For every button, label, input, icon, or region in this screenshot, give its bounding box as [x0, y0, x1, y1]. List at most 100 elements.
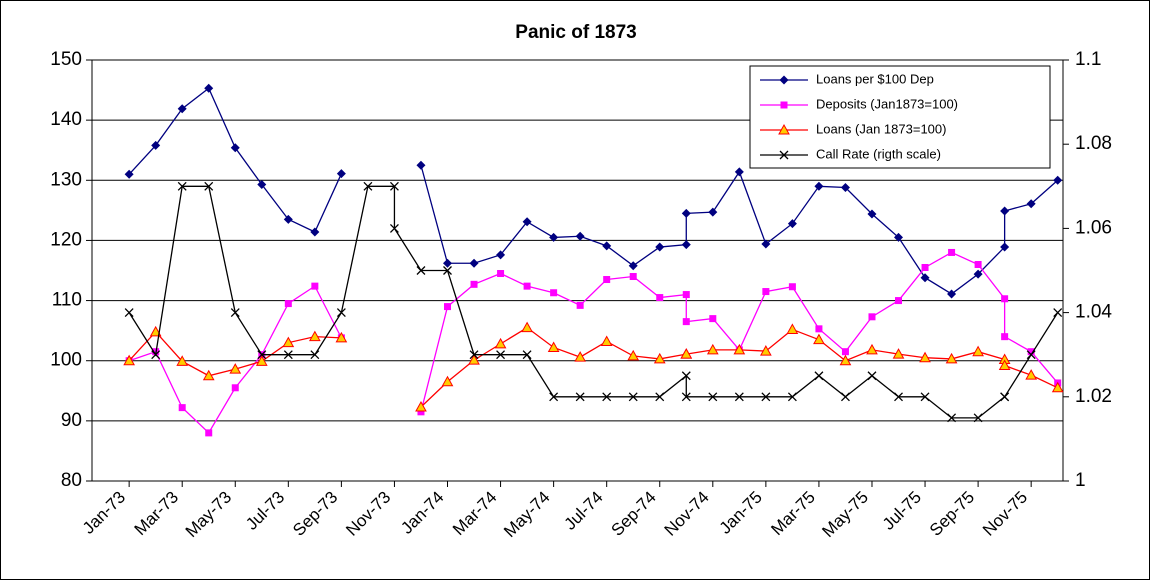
point	[389, 223, 399, 233]
point	[919, 351, 931, 363]
point	[444, 303, 452, 311]
point	[1000, 206, 1010, 216]
point	[550, 289, 558, 297]
point	[894, 232, 904, 242]
point	[177, 104, 187, 114]
point	[443, 266, 452, 275]
plot-border	[91, 59, 1064, 482]
point	[257, 350, 267, 360]
point	[814, 371, 824, 381]
point	[779, 150, 789, 160]
point	[178, 404, 186, 412]
point	[229, 363, 242, 374]
point	[283, 214, 293, 224]
point	[920, 392, 930, 402]
point	[230, 143, 240, 153]
point	[496, 250, 506, 260]
point	[761, 239, 771, 249]
point	[389, 181, 399, 191]
point	[284, 300, 292, 308]
point	[682, 291, 690, 299]
point	[895, 297, 903, 305]
point	[309, 330, 321, 342]
point	[920, 273, 930, 283]
legend-label: Loans per $100 Dep	[816, 71, 934, 86]
point	[867, 209, 877, 219]
point	[867, 371, 877, 381]
point	[230, 308, 240, 318]
point	[840, 392, 850, 402]
point	[257, 179, 267, 189]
point	[202, 369, 215, 381]
point	[973, 269, 983, 279]
point	[814, 181, 824, 191]
point	[441, 375, 454, 387]
y-tick-label: 110	[52, 290, 82, 311]
point	[415, 400, 427, 412]
y2-tick-label: 1.1	[1075, 49, 1101, 70]
point	[921, 263, 929, 271]
point	[1001, 333, 1009, 341]
point	[468, 354, 480, 365]
point	[947, 413, 957, 423]
point	[868, 313, 876, 321]
point	[706, 343, 719, 355]
point	[839, 354, 852, 366]
point	[841, 348, 849, 356]
point	[779, 75, 789, 85]
legend-box	[749, 65, 1051, 169]
point	[681, 392, 691, 402]
point	[1000, 392, 1010, 402]
point	[204, 83, 214, 93]
point	[866, 343, 878, 355]
point	[734, 167, 744, 177]
point	[575, 392, 585, 402]
point	[574, 351, 587, 362]
point	[417, 408, 425, 416]
point	[443, 258, 453, 268]
y-tick-label: 140	[50, 109, 82, 130]
point	[549, 232, 559, 242]
point	[176, 355, 189, 366]
point	[522, 217, 532, 227]
point	[151, 350, 161, 360]
point	[1025, 369, 1038, 380]
point	[1026, 350, 1036, 360]
point	[124, 169, 134, 179]
point	[496, 350, 506, 360]
point	[709, 315, 717, 323]
y-tick-label: 80	[61, 470, 82, 491]
point	[973, 413, 983, 423]
point	[283, 350, 293, 360]
point	[205, 429, 213, 437]
point	[363, 181, 373, 191]
point	[1027, 348, 1035, 356]
point	[761, 392, 771, 402]
point	[708, 207, 718, 217]
point	[708, 392, 718, 402]
point	[1053, 175, 1063, 185]
point	[416, 160, 426, 170]
point	[311, 282, 319, 290]
point	[627, 349, 640, 361]
point	[575, 231, 585, 241]
point	[521, 321, 533, 333]
point	[655, 392, 665, 402]
point	[497, 270, 505, 278]
legend-label: Call Rate (rigth scale)	[816, 146, 941, 161]
point	[840, 183, 850, 193]
point	[1000, 242, 1010, 252]
point	[628, 261, 638, 271]
point	[786, 323, 799, 334]
point	[469, 258, 479, 268]
y2-tick-label: 1	[1075, 470, 1086, 491]
chart-title: Panic of 1873	[515, 22, 636, 43]
point	[733, 343, 746, 355]
y2-tick-label: 1.06	[1075, 217, 1112, 238]
y2-tick-label: 1.04	[1075, 302, 1112, 323]
y2-tick-label: 1.08	[1075, 133, 1112, 154]
y-tick-label: 130	[50, 169, 82, 190]
point	[602, 392, 612, 402]
y2-tick-label: 1.02	[1075, 386, 1112, 407]
